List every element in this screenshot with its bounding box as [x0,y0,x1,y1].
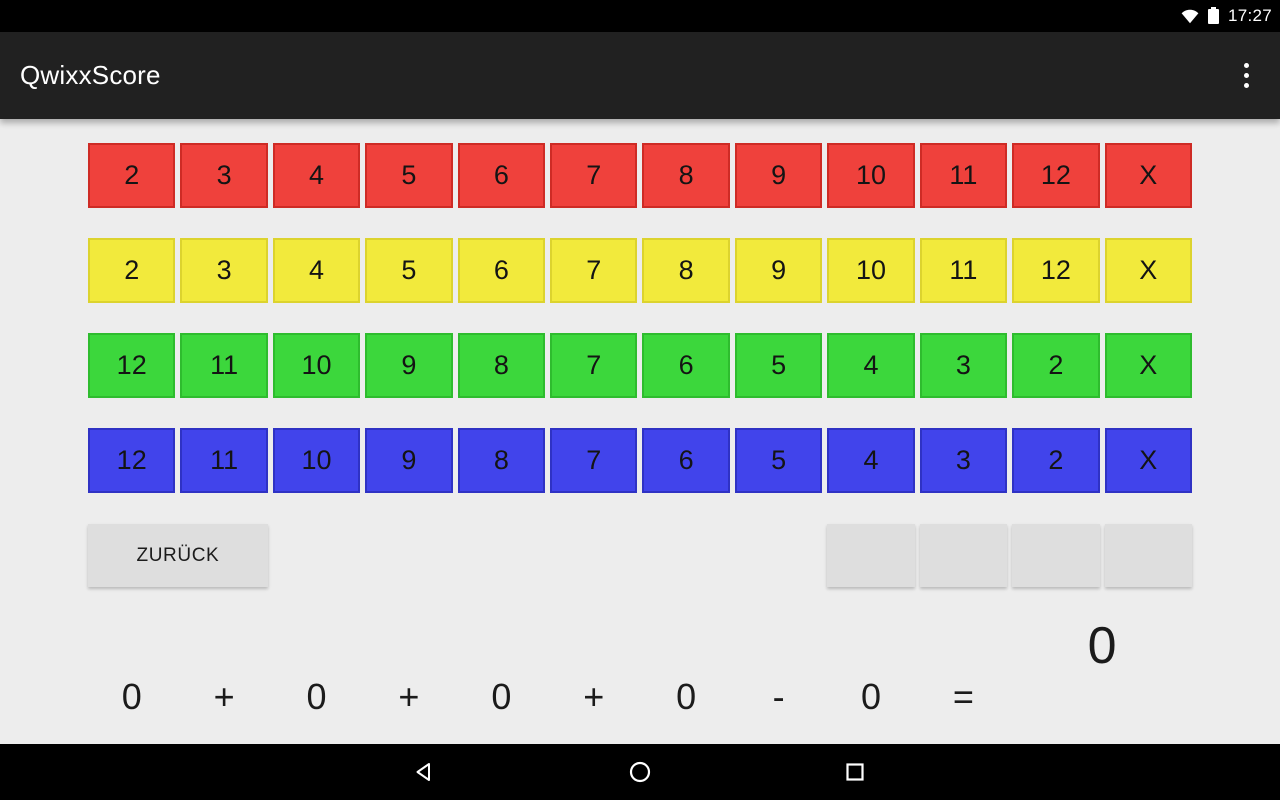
score-operator: + [398,676,420,717]
yellow-row: 2 3 4 5 6 7 8 9 10 11 12 X [88,238,1192,303]
score-value: 0 [676,676,697,717]
recents-button[interactable] [842,759,868,785]
green-cell-x[interactable]: X [1104,333,1192,398]
score-operator: = [952,676,974,717]
score-value: 0 [491,676,512,717]
red-cell-12[interactable]: 12 [1012,143,1100,208]
penalty-button-1[interactable] [827,524,915,587]
blue-cell-8[interactable]: 8 [457,428,546,493]
more-options-icon [1243,73,1249,78]
more-options-icon [1243,83,1249,88]
penalty-button-3[interactable] [1012,524,1100,587]
penalty-button-2[interactable] [919,524,1008,587]
blue-cell-9[interactable]: 9 [365,428,453,493]
action-row: ZURÜCK [88,524,1192,587]
blue-cell-x[interactable]: X [1104,428,1192,493]
score-total: 0 [1087,617,1117,675]
red-cell-4[interactable]: 4 [272,143,361,208]
yellow-cell-7[interactable]: 7 [550,238,638,303]
overflow-menu-button[interactable] [1226,52,1266,100]
status-bar: 17:27 [0,0,1280,32]
red-cell-x[interactable]: X [1104,143,1192,208]
red-cell-9[interactable]: 9 [734,143,823,208]
penalty-button-4[interactable] [1104,524,1192,587]
score-operator: + [583,676,605,717]
score-value: 0 [306,676,327,717]
back-icon [416,763,430,781]
green-cell-7[interactable]: 7 [550,333,638,398]
yellow-cell-9[interactable]: 9 [734,238,823,303]
zurueck-button[interactable]: ZURÜCK [88,524,268,587]
green-cell-10[interactable]: 10 [272,333,361,398]
score-value: 0 [861,676,882,717]
red-cell-6[interactable]: 6 [457,143,546,208]
wifi-icon [1181,9,1199,24]
yellow-cell-3[interactable]: 3 [180,238,268,303]
blue-cell-2[interactable]: 2 [1012,428,1100,493]
green-cell-5[interactable]: 5 [734,333,823,398]
green-cell-3[interactable]: 3 [919,333,1008,398]
recents-icon [846,763,864,781]
status-time: 17:27 [1227,6,1272,25]
blue-cell-7[interactable]: 7 [550,428,638,493]
red-cell-11[interactable]: 11 [919,143,1008,208]
yellow-cell-12[interactable]: 12 [1012,238,1100,303]
yellow-cell-4[interactable]: 4 [272,238,361,303]
blue-cell-6[interactable]: 6 [642,428,730,493]
red-cell-2[interactable]: 2 [88,143,176,208]
score-operator: - [772,676,785,717]
green-cell-12[interactable]: 12 [88,333,176,398]
blue-cell-5[interactable]: 5 [734,428,823,493]
blue-cell-12[interactable]: 12 [88,428,176,493]
yellow-cell-2[interactable]: 2 [88,238,176,303]
blue-cell-11[interactable]: 11 [180,428,268,493]
green-cell-8[interactable]: 8 [457,333,546,398]
green-cell-6[interactable]: 6 [642,333,730,398]
blue-cell-4[interactable]: 4 [827,428,915,493]
red-row: 2 3 4 5 6 7 8 9 10 11 12 X [88,143,1192,208]
green-cell-4[interactable]: 4 [827,333,915,398]
home-icon [629,761,651,783]
more-options-icon [1243,63,1249,68]
red-cell-5[interactable]: 5 [365,143,453,208]
blue-cell-10[interactable]: 10 [272,428,361,493]
battery-icon [1207,6,1219,24]
app-bar: QwixxScore [0,32,1280,119]
yellow-cell-10[interactable]: 10 [827,238,915,303]
red-cell-3[interactable]: 3 [180,143,268,208]
score-row: 0 0 +0 +0 +0 - 0 = [88,616,1192,717]
yellow-cell-6[interactable]: 6 [457,238,546,303]
score-operator: + [213,676,235,717]
red-cell-10[interactable]: 10 [827,143,915,208]
back-button[interactable] [412,759,438,785]
home-button[interactable] [627,759,653,785]
score-value: 0 [121,676,142,717]
page-title: QwixxScore [20,60,161,90]
blue-row: 12 11 10 9 8 7 6 5 4 3 2 X [88,428,1192,493]
yellow-cell-8[interactable]: 8 [642,238,730,303]
green-cell-2[interactable]: 2 [1012,333,1100,398]
yellow-cell-x[interactable]: X [1104,238,1192,303]
navigation-bar [0,744,1280,800]
yellow-cell-5[interactable]: 5 [365,238,453,303]
green-cell-9[interactable]: 9 [365,333,453,398]
red-cell-8[interactable]: 8 [642,143,730,208]
green-row: 12 11 10 9 8 7 6 5 4 3 2 X [88,333,1192,398]
green-cell-11[interactable]: 11 [180,333,268,398]
yellow-cell-11[interactable]: 11 [919,238,1008,303]
blue-cell-3[interactable]: 3 [919,428,1008,493]
red-cell-7[interactable]: 7 [550,143,638,208]
